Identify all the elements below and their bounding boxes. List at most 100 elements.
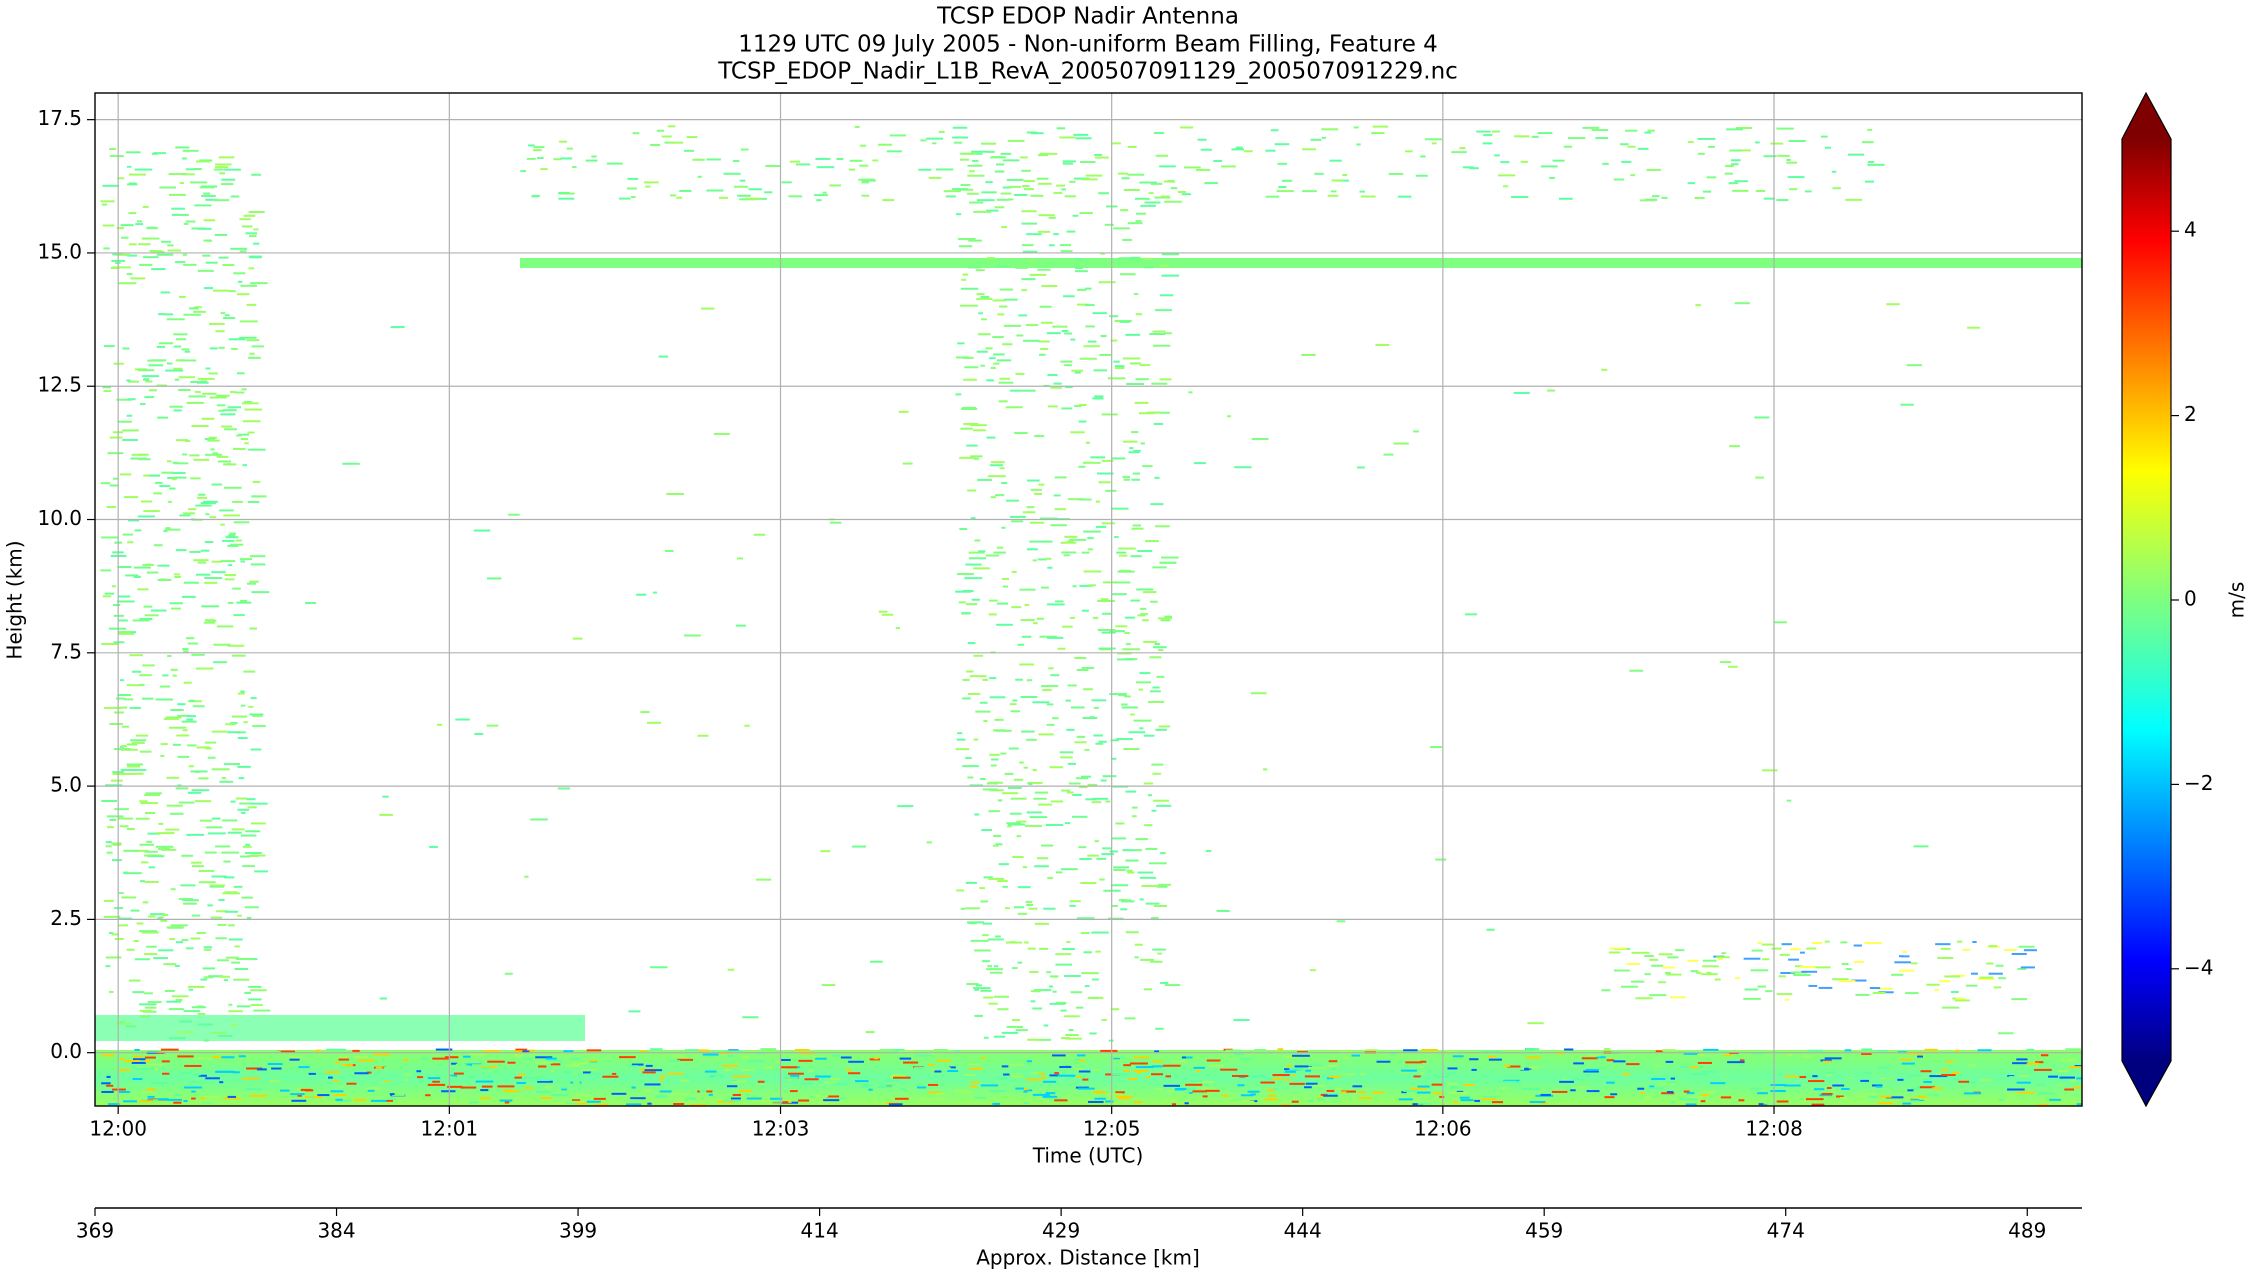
- echo-speck: [1140, 613, 1148, 616]
- echo-speck: [992, 844, 999, 847]
- echo-speck: [243, 721, 248, 724]
- echo-speck: [1879, 1095, 1892, 1098]
- echo-speck: [1405, 150, 1413, 153]
- echo-speck: [166, 926, 184, 929]
- echo-speck: [169, 938, 176, 941]
- echo-speck: [1750, 969, 1769, 972]
- echo-speck: [1153, 131, 1164, 134]
- echo-speck: [2011, 952, 2027, 955]
- echo-speck: [1131, 527, 1144, 530]
- echo-speck: [1286, 1065, 1292, 1068]
- echo-speck: [1998, 977, 2006, 980]
- echo-speck: [1087, 537, 1094, 540]
- echo-speck: [1308, 1064, 1322, 1067]
- echo-speck: [1158, 649, 1164, 652]
- echo-speck: [220, 312, 226, 315]
- echo-speck: [1125, 643, 1131, 646]
- echo-speck: [1270, 129, 1279, 132]
- echo-speck: [1078, 1087, 1095, 1090]
- echo-speck: [1070, 431, 1085, 434]
- echo-speck: [1500, 1087, 1509, 1090]
- echo-speck: [242, 845, 252, 848]
- echo-speck: [1042, 1095, 1058, 1098]
- echo-speck: [123, 849, 139, 852]
- echo-speck: [1082, 717, 1098, 720]
- echo-speck: [175, 941, 184, 944]
- echo-speck: [1145, 902, 1160, 905]
- echo-speck: [672, 1055, 689, 1058]
- echo-speck: [815, 1057, 827, 1060]
- echo-speck: [169, 1037, 186, 1040]
- echo-speck: [134, 958, 150, 961]
- echo-speck: [222, 892, 240, 895]
- echo-speck: [1620, 985, 1638, 988]
- echo-speck: [1034, 791, 1048, 794]
- echo-speck: [129, 654, 143, 657]
- echo-speck: [204, 581, 218, 584]
- echo-speck: [1025, 900, 1033, 903]
- echo-speck: [1073, 133, 1089, 136]
- echo-speck: [1807, 1049, 1823, 1052]
- echo-speck: [538, 1065, 547, 1068]
- echo-speck: [1070, 706, 1085, 709]
- echo-speck: [248, 255, 262, 258]
- echo-speck: [182, 648, 189, 651]
- echo-speck: [1818, 986, 1833, 989]
- echo-speck: [2008, 1075, 2016, 1078]
- echo-speck: [162, 674, 169, 677]
- echo-speck: [1677, 1086, 1689, 1089]
- echo-speck: [290, 1093, 305, 1096]
- echo-speck: [1683, 1052, 1699, 1055]
- echo-speck: [191, 425, 209, 428]
- echo-speck: [157, 1098, 169, 1101]
- echo-speck: [993, 1035, 1006, 1038]
- echo-speck: [240, 834, 257, 837]
- echo-speck: [1030, 488, 1042, 491]
- echo-speck: [1129, 447, 1134, 450]
- echo-speck: [973, 210, 992, 213]
- echo-speck: [472, 1064, 490, 1067]
- echo-speck: [1744, 988, 1758, 991]
- echo-speck: [647, 721, 661, 724]
- echo-speck: [969, 675, 987, 678]
- echo-speck: [1087, 340, 1097, 343]
- echo-speck: [964, 577, 983, 580]
- echo-speck: [1417, 1085, 1430, 1088]
- echo-speck: [1513, 391, 1530, 394]
- echo-speck: [1845, 198, 1863, 201]
- echo-speck: [118, 892, 124, 895]
- echo-speck: [1078, 420, 1087, 423]
- echo-speck: [1026, 679, 1033, 682]
- echo-speck: [1702, 965, 1719, 968]
- echo-speck: [1023, 1088, 1029, 1091]
- echo-speck: [1666, 1091, 1674, 1094]
- echo-speck: [1098, 740, 1107, 743]
- echo-speck: [1131, 431, 1139, 434]
- echo-speck: [1025, 1078, 1042, 1081]
- echo-speck: [223, 317, 236, 320]
- echo-speck: [145, 792, 162, 795]
- echo-speck: [531, 1074, 541, 1077]
- echo-speck: [974, 1014, 983, 1017]
- echo-speck: [1092, 397, 1104, 400]
- echo-speck: [1220, 1068, 1238, 1071]
- echo-speck: [1012, 1075, 1023, 1078]
- echo-speck: [1016, 820, 1027, 823]
- echo-speck: [960, 427, 973, 430]
- echo-speck: [190, 937, 201, 940]
- echo-speck: [869, 1058, 880, 1061]
- echo-speck: [1095, 950, 1101, 953]
- echo-speck: [1917, 1055, 1923, 1058]
- echo-speck: [486, 724, 499, 727]
- echo-speck: [120, 224, 134, 227]
- echo-speck: [227, 731, 241, 734]
- echo-speck: [163, 313, 174, 316]
- echo-speck: [183, 313, 201, 316]
- echo-speck: [188, 508, 197, 511]
- echo-speck: [873, 1057, 879, 1060]
- echo-speck: [106, 815, 124, 818]
- echo-speck: [2073, 1081, 2080, 1084]
- echo-speck: [1151, 1073, 1164, 1076]
- echo-speck: [1735, 977, 1740, 980]
- echo-speck: [1181, 193, 1192, 196]
